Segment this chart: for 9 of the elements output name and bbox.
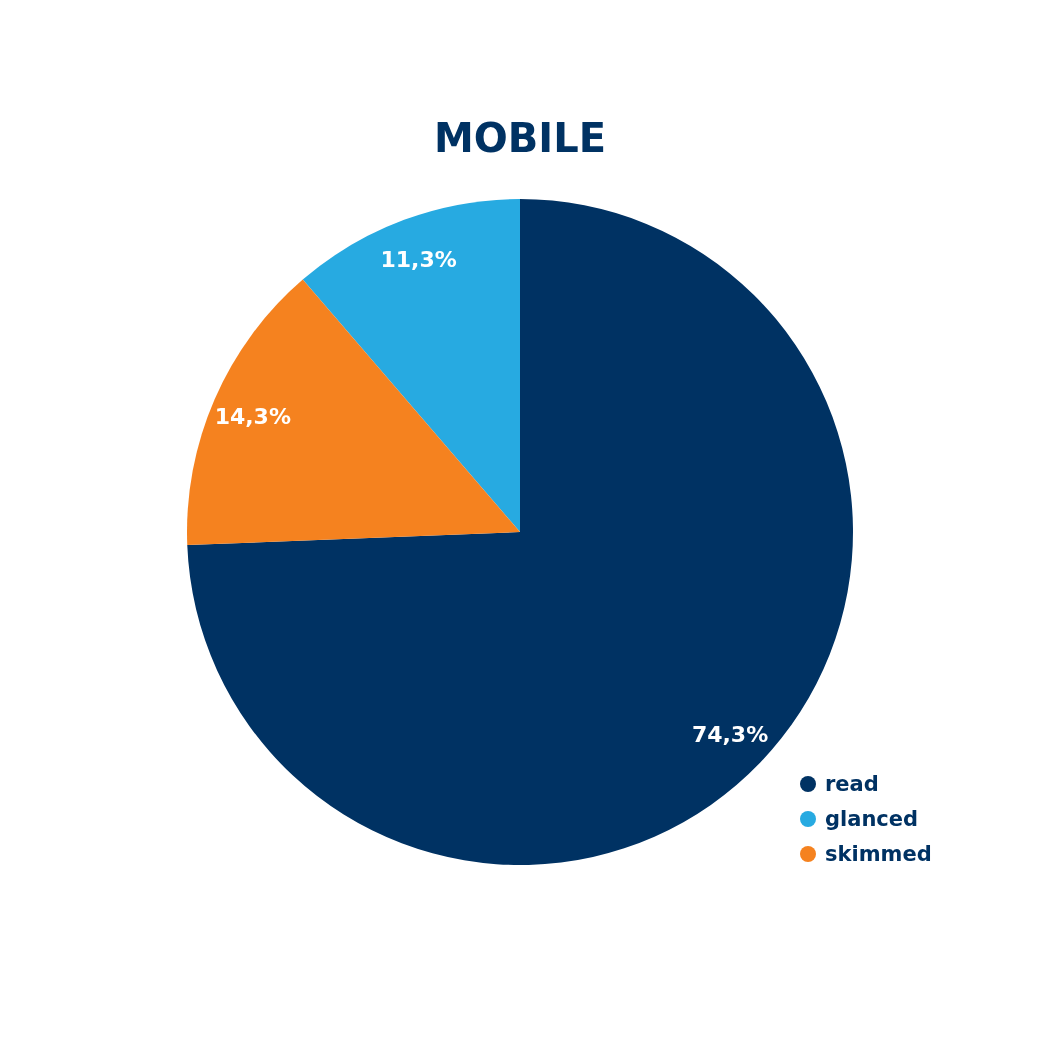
data-label: 14,3%: [214, 403, 291, 429]
data-label: 11,3%: [380, 246, 457, 272]
legend-label: skimmed: [825, 842, 932, 866]
data-label: 74,3%: [691, 721, 769, 747]
chart-title: MOBILE: [434, 115, 606, 161]
pie-slice: [187, 279, 520, 546]
pie-slice: [302, 199, 520, 532]
legend-label: read: [825, 772, 879, 796]
legend-label: glanced: [825, 807, 919, 831]
